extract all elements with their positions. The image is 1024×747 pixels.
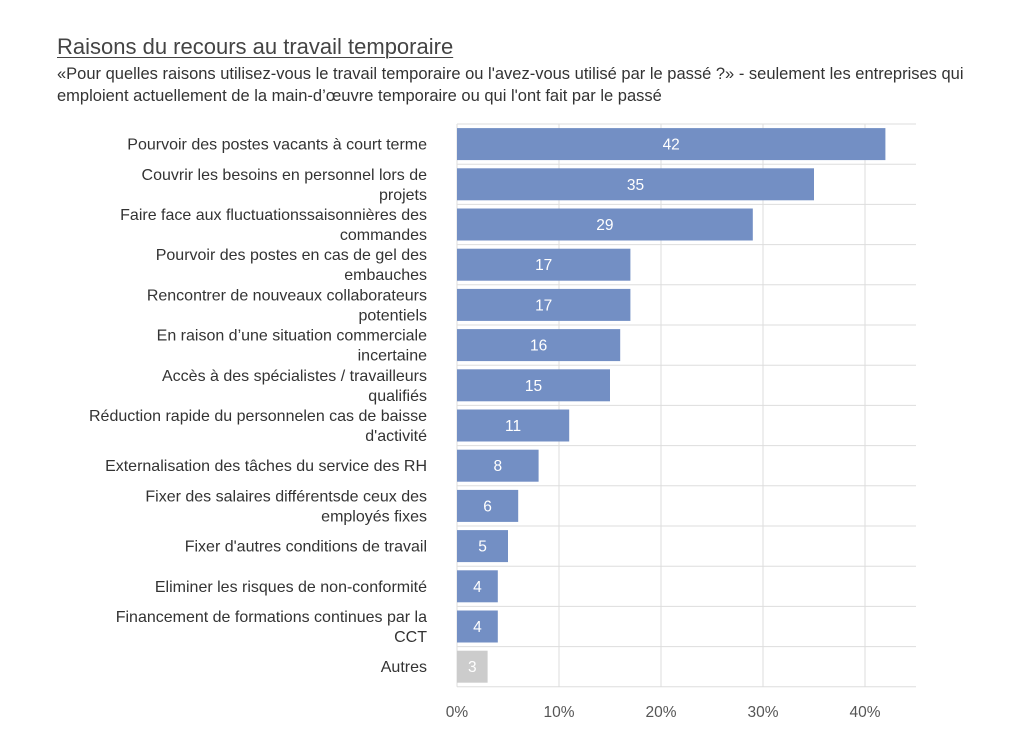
category-label: Couvrir les besoins en personnel lors de	[142, 167, 428, 184]
data-label: 35	[627, 177, 644, 194]
category-label: embauches	[344, 267, 427, 284]
bar	[457, 650, 488, 683]
x-tick-label: 10%	[543, 704, 574, 721]
category-label: projets	[379, 187, 427, 204]
bar	[457, 128, 886, 161]
bar	[457, 208, 753, 241]
bar	[457, 329, 621, 362]
bar	[457, 489, 519, 522]
bar	[457, 288, 631, 321]
category-label: Accès à des spécialistes / travailleurs	[162, 368, 427, 385]
category-label: Pourvoir des postes en cas de gel des	[156, 247, 427, 264]
data-label: 16	[530, 338, 547, 355]
category-label: qualifiés	[368, 388, 427, 405]
bar	[457, 409, 570, 442]
chart-title: Raisons du recours au travail temporaire	[57, 34, 454, 59]
category-label: CCT	[394, 629, 427, 646]
category-label: Pourvoir des postes vacants à court term…	[127, 137, 427, 154]
category-label: Fixer d'autres conditions de travail	[185, 539, 427, 556]
bar	[457, 530, 508, 563]
data-label: 6	[483, 498, 492, 515]
data-label: 42	[663, 137, 680, 154]
category-label: d'activité	[365, 428, 427, 445]
data-label: 4	[473, 579, 482, 596]
x-tick-label: 40%	[849, 704, 880, 721]
category-label: employés fixes	[321, 508, 427, 525]
x-tick-label: 20%	[645, 704, 676, 721]
data-label: 3	[468, 659, 477, 676]
category-label: Rencontrer de nouveaux collaborateurs	[147, 287, 427, 304]
x-tick-label: 30%	[747, 704, 778, 721]
category-label: potentiels	[359, 307, 428, 324]
category-label: Financement de formations continues par …	[116, 609, 427, 626]
category-label: En raison d’une situation commerciale	[157, 328, 427, 345]
category-label: Faire face aux fluctuationssaisonnières …	[120, 207, 427, 224]
bar	[457, 610, 498, 643]
bar	[457, 168, 814, 201]
data-label: 15	[525, 378, 542, 395]
data-label: 17	[535, 257, 552, 274]
bar	[457, 248, 631, 281]
data-label: 11	[505, 418, 521, 435]
data-label: 4	[473, 619, 482, 636]
bar	[457, 369, 610, 402]
category-label: Externalisation des tâches du service de…	[105, 458, 427, 475]
bar	[457, 570, 498, 603]
data-label: 5	[478, 539, 487, 556]
chart-subtitle: «Pour quelles raisons utilisez-vous le t…	[57, 65, 964, 105]
x-tick-label: 0%	[446, 704, 469, 721]
category-label: commandes	[340, 227, 427, 244]
data-label: 17	[535, 297, 552, 314]
category-label: Réduction rapide du personnelen cas de b…	[89, 408, 427, 425]
bar	[457, 449, 539, 482]
category-label: Eliminer les risques de non-conformité	[155, 579, 427, 596]
data-label: 29	[596, 217, 613, 234]
category-label: Fixer des salaires différentsde ceux des	[145, 488, 427, 505]
data-label: 8	[493, 458, 502, 475]
category-label: Autres	[381, 659, 427, 676]
category-label: incertaine	[358, 348, 427, 365]
